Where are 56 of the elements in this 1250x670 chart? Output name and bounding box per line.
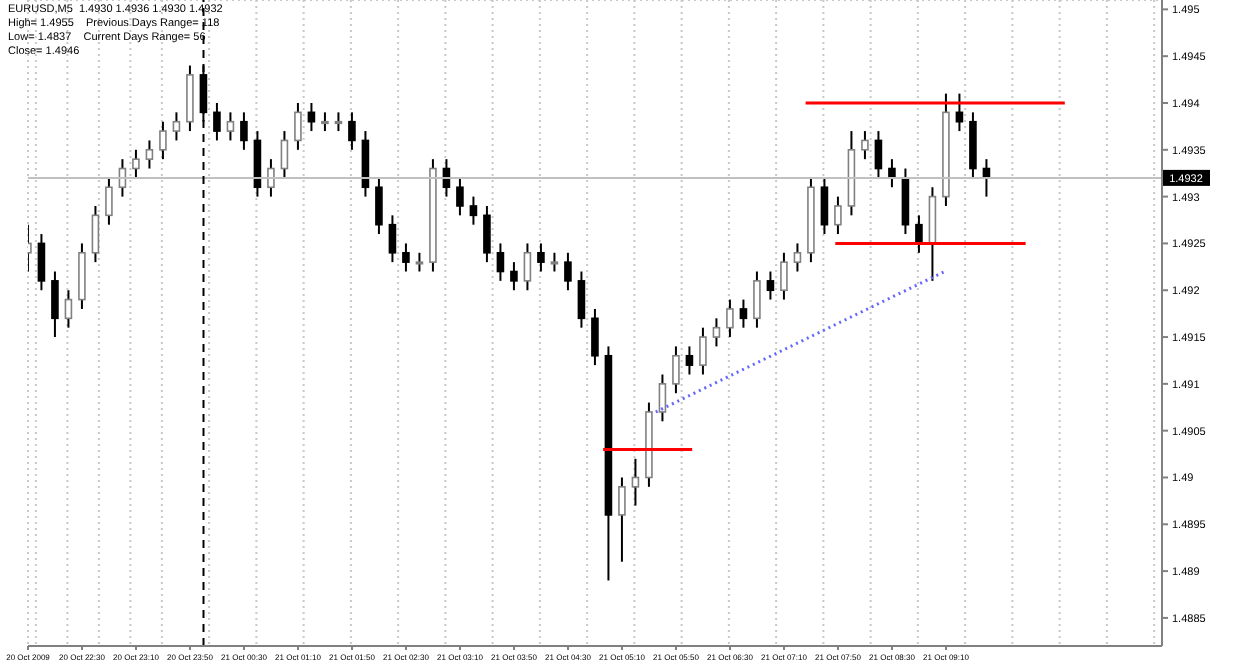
candlestick <box>51 270 59 339</box>
candlestick <box>739 298 748 329</box>
candlestick <box>294 101 302 151</box>
candlestick <box>820 176 829 236</box>
candlestick <box>240 111 248 151</box>
candlestick <box>280 130 289 179</box>
candlestick <box>456 176 464 217</box>
candlestick <box>793 242 802 273</box>
candlestick <box>186 64 194 133</box>
candlestick <box>969 111 977 179</box>
candlestick <box>510 261 518 292</box>
candlestick <box>267 158 275 198</box>
candlestick <box>685 345 694 376</box>
candlestick <box>874 130 883 179</box>
candlestick <box>861 130 869 161</box>
candlestick <box>915 214 923 254</box>
candlestick <box>213 101 221 142</box>
candlestick <box>712 317 721 348</box>
candlestick <box>618 476 626 563</box>
candlestick <box>550 251 559 273</box>
candlestick <box>766 270 775 301</box>
candlestick <box>226 111 235 142</box>
candlestick <box>307 101 316 133</box>
candlestick <box>334 111 343 133</box>
candlestick <box>402 242 410 273</box>
candlestick <box>483 204 491 264</box>
candlestick <box>132 148 140 179</box>
candlestick <box>321 111 329 133</box>
candlestick <box>172 111 181 142</box>
candlestick <box>145 139 154 170</box>
candlestick <box>496 242 505 282</box>
candlestick <box>37 233 46 292</box>
candlestick <box>658 373 667 423</box>
candlestick <box>375 176 383 236</box>
candlestick <box>469 195 478 226</box>
candlestick <box>105 176 113 226</box>
candlestick <box>726 298 734 339</box>
candlestick <box>564 251 572 292</box>
candlestick <box>591 307 599 367</box>
candlestick <box>159 120 167 161</box>
candlestick <box>388 214 397 264</box>
candlestick <box>91 204 100 264</box>
candlestick <box>537 242 545 273</box>
candlestick <box>780 251 788 301</box>
candlestick <box>955 92 964 133</box>
candlestick <box>348 111 356 151</box>
candlestick <box>415 251 424 273</box>
candlestick <box>699 326 707 376</box>
candlestick <box>631 457 640 507</box>
candlestick <box>753 270 761 329</box>
candlestick <box>834 195 842 236</box>
candlestick <box>523 242 532 292</box>
candlestick <box>672 345 680 395</box>
candlestick <box>577 270 586 329</box>
candlestick <box>64 289 73 329</box>
candlestick <box>78 242 86 310</box>
